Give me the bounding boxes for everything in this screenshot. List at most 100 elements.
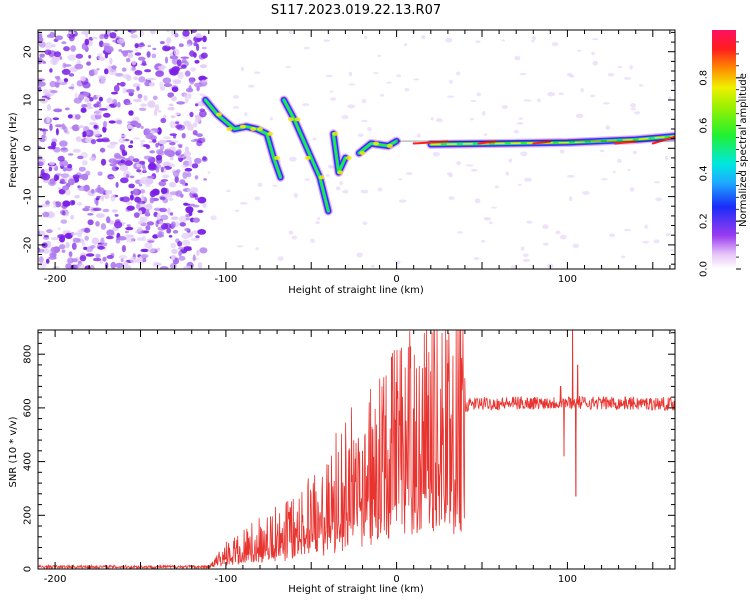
- noise-blob: [90, 188, 95, 194]
- noise-blob: [194, 59, 200, 64]
- noise-blob: [181, 164, 189, 168]
- noise-blob: [113, 85, 120, 92]
- noise-blob: [620, 255, 626, 259]
- noise-blob: [145, 209, 150, 217]
- noise-blob: [329, 90, 334, 93]
- noise-blob: [72, 148, 81, 153]
- noise-blob: [168, 103, 174, 107]
- ridge-hotspot: [274, 155, 281, 160]
- noise-blob: [516, 122, 524, 125]
- noise-blob: [361, 119, 368, 123]
- noise-blob: [501, 39, 506, 42]
- noise-blob: [49, 161, 55, 166]
- noise-blob: [65, 263, 72, 269]
- noise-blob: [632, 150, 637, 155]
- noise-blob: [84, 38, 90, 46]
- noise-blob: [59, 178, 65, 183]
- noise-blob: [170, 221, 176, 228]
- noise-blob: [125, 89, 135, 93]
- noise-blob: [78, 263, 85, 269]
- noise-blob: [184, 227, 190, 232]
- noise-blob: [53, 51, 62, 58]
- noise-blob: [49, 68, 53, 73]
- noise-blob: [132, 188, 139, 196]
- noise-blob: [185, 217, 191, 221]
- noise-blob: [207, 171, 211, 174]
- noise-blob: [55, 124, 63, 128]
- noise-blob: [48, 256, 57, 260]
- noise-blob: [100, 237, 105, 245]
- noise-blob: [668, 96, 672, 100]
- snr-ytick-label: 0: [23, 566, 34, 572]
- noise-blob: [122, 50, 128, 57]
- noise-blob: [68, 73, 75, 77]
- noise-blob: [186, 123, 194, 131]
- noise-blob: [178, 255, 186, 261]
- noise-blob: [154, 109, 158, 117]
- noise-blob: [65, 189, 71, 196]
- noise-blob: [572, 243, 580, 248]
- noise-blob: [49, 178, 56, 185]
- noise-blob: [138, 160, 146, 165]
- noise-blob: [524, 177, 532, 182]
- noise-blob: [41, 173, 51, 181]
- noise-blob: [526, 220, 533, 224]
- noise-blob: [95, 213, 105, 218]
- noise-blob: [111, 209, 118, 213]
- noise-blob: [136, 169, 142, 173]
- noise-blob: [377, 54, 382, 57]
- spectrogram-ytick-label: 0: [23, 145, 34, 151]
- noise-blob: [134, 230, 139, 234]
- noise-blob: [108, 158, 117, 164]
- noise-blob: [192, 217, 200, 223]
- noise-blob: [57, 187, 62, 190]
- noise-blob: [95, 253, 101, 258]
- noise-blob: [186, 172, 192, 178]
- ridge-core-yellow: [430, 135, 675, 146]
- noise-blob: [377, 187, 383, 192]
- noise-blob: [180, 193, 184, 198]
- noise-blob: [590, 94, 596, 98]
- noise-blob: [126, 224, 131, 228]
- noise-blob: [654, 181, 660, 184]
- colorbar-ticks: 0.0 0.2 0.4 0.6 0.8: [699, 41, 741, 277]
- noise-blob: [38, 86, 42, 93]
- noise-blob: [288, 230, 294, 235]
- noise-blob: [288, 156, 297, 162]
- noise-blob: [315, 221, 320, 225]
- noise-blob: [457, 231, 464, 234]
- noise-blob: [169, 55, 179, 60]
- noise-blob: [109, 176, 116, 179]
- noise-blob: [125, 226, 134, 231]
- noise-blob: [122, 87, 127, 94]
- noise-blob: [38, 34, 43, 39]
- noise-blob: [130, 66, 135, 72]
- noise-blob: [576, 49, 582, 52]
- spectrogram-frame: [37, 29, 676, 270]
- noise-blob: [169, 133, 178, 137]
- noise-blob: [520, 246, 525, 251]
- noise-blob: [445, 38, 453, 43]
- noise-blob: [185, 87, 194, 93]
- noise-blob: [174, 33, 179, 38]
- noise-blob: [103, 112, 111, 118]
- noise-blob: [82, 131, 87, 138]
- noise-blob: [163, 83, 172, 88]
- ridge-core-red: [614, 140, 637, 145]
- noise-blob: [154, 262, 162, 266]
- noise-blob: [49, 31, 55, 39]
- ridge-hotspot: [332, 131, 339, 136]
- noise-blob: [136, 43, 146, 47]
- noise-blob: [169, 212, 174, 216]
- noise-blob: [68, 251, 73, 257]
- noise-blob: [67, 153, 74, 156]
- ridge-hotspot: [250, 127, 257, 131]
- noise-blob: [116, 82, 121, 86]
- noise-blob: [87, 190, 91, 196]
- noise-blob: [177, 143, 183, 147]
- noise-blob: [81, 240, 86, 247]
- noise-blob: [194, 82, 203, 88]
- noise-blob: [116, 38, 125, 44]
- noise-blob: [63, 46, 70, 52]
